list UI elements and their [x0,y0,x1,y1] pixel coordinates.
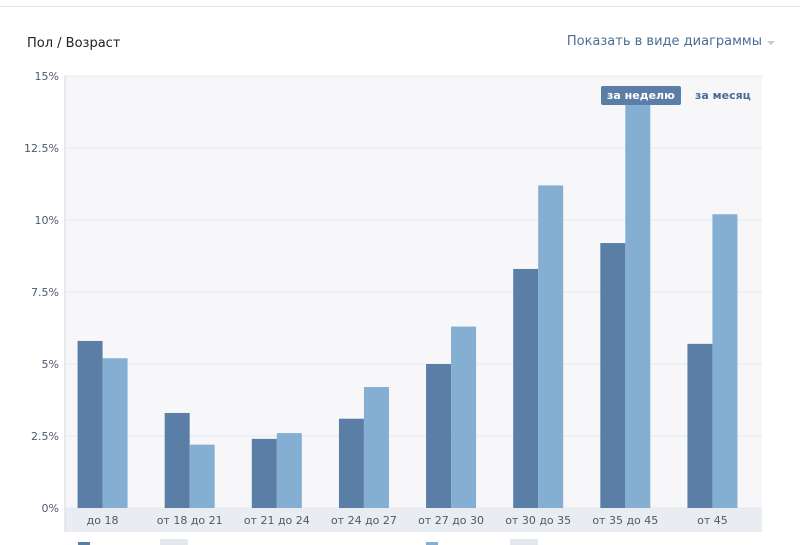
x-tick-label: от 27 до 30 [418,514,484,527]
chevron-down-icon [767,41,775,45]
y-tick-label: 0% [42,502,59,515]
bar-dark-1 [164,412,190,508]
bar-light-4 [451,326,477,508]
bar-light-2 [276,433,302,508]
bar-dark-3 [338,418,364,508]
bar-dark-6 [600,243,626,509]
legend-swatch-light [426,542,438,545]
y-tick-label: 2.5% [31,430,59,443]
bar-dark-2 [251,438,277,508]
x-tick-label: от 18 до 21 [157,514,223,527]
x-tick-label: от 21 до 24 [244,514,310,527]
bar-dark-0 [77,340,103,508]
legend-swatch-dark-alt [160,539,188,545]
page-title: Пол / Возраст [27,36,121,51]
bar-light-3 [363,387,389,508]
x-tick-label: от 45 [697,514,728,527]
x-tick-label: от 30 до 35 [505,514,571,527]
show-as-diagram-label: Показать в виде диаграммы [566,34,762,49]
x-axis-band [65,508,762,532]
x-tick-label: от 35 до 45 [592,514,658,527]
bar-light-5 [538,185,564,508]
y-tick-label: 5% [42,358,59,371]
x-tick-label: от 24 до 27 [331,514,397,527]
period-week-button[interactable]: за неделю [601,86,681,105]
top-divider [0,6,800,7]
show-as-diagram-toggle[interactable]: Показать в виде диаграммы [566,34,775,49]
bar-light-0 [102,358,128,508]
bar-light-1 [189,444,215,508]
y-tick-label: 12.5% [24,142,59,155]
legend-swatch-light-alt [510,539,538,545]
bar-dark-5 [513,268,539,508]
period-month-button[interactable]: за месяц [695,89,751,102]
bar-dark-4 [426,364,452,508]
bar-light-7 [712,214,738,509]
bar-light-6 [625,99,651,508]
legend-swatch-dark [78,542,90,545]
bar-dark-7 [687,343,713,508]
y-tick-label: 15% [35,70,59,83]
y-tick-label: 7.5% [31,286,59,299]
x-tick-label: до 18 [87,514,119,527]
y-tick-label: 10% [35,214,59,227]
